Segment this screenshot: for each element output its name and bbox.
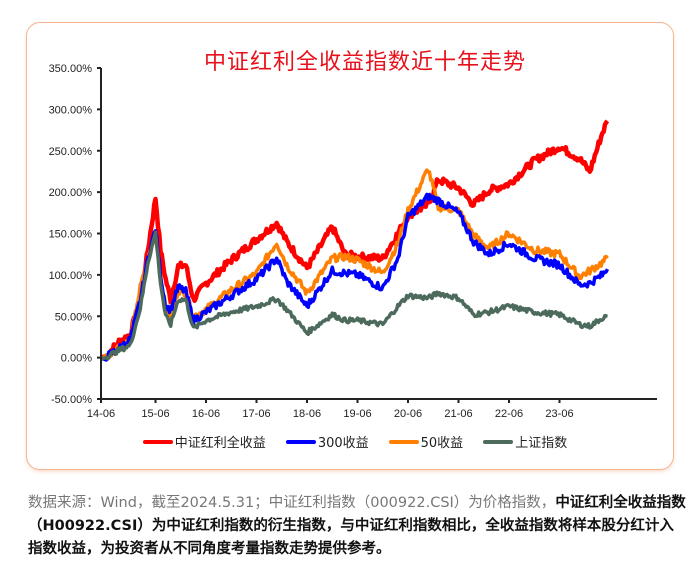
chart-title: 中证红利全收益指数近十年走势: [203, 50, 526, 75]
footnote-bold-lead: 中证: [555, 495, 585, 511]
y-tick-label: -50.00%: [51, 394, 92, 406]
x-tick-label: 15-06: [141, 408, 169, 420]
footnote: 数据来源：Wind，截至2024.5.31；中证红利指数（000922.CSI）…: [28, 492, 688, 561]
chart-card: [26, 22, 674, 470]
series-line: [100, 192, 610, 362]
legend-swatch-orange: [388, 439, 419, 444]
y-tick-label: 300.00%: [49, 104, 93, 116]
legend-label: 上证指数: [515, 436, 568, 451]
chart-series: [99, 119, 610, 362]
y-tick-label: 0.00%: [61, 353, 92, 365]
series-line: [100, 230, 608, 362]
legend-item-csi-dividend-total-return: 中证红利全收益: [142, 432, 266, 451]
chart-legend: 中证红利全收益 300收益 50收益 上证指数: [0, 432, 700, 451]
y-tick-label: 200.00%: [49, 187, 93, 199]
x-tick-label: 18-06: [293, 408, 321, 420]
y-tick-label: 150.00%: [49, 229, 93, 241]
y-tick-label: 100.00%: [49, 270, 93, 282]
legend-swatch-red: [142, 439, 173, 444]
x-tick-label: 21-06: [444, 408, 472, 420]
legend-label: 中证红利全收益: [174, 436, 266, 451]
x-tick-label: 23-06: [545, 408, 573, 420]
legend-item-300-return: 300收益: [285, 432, 369, 451]
legend-swatch-blue: [285, 439, 316, 444]
footnote-source: 数据来源：Wind，截至2024.5.31；中证红利指数（000922.CSI）…: [28, 495, 556, 511]
y-tick-label: 250.00%: [49, 146, 93, 158]
legend-label: 50收益: [420, 436, 464, 451]
x-tick-label: 20-06: [394, 408, 422, 420]
legend-item-50-return: 50收益: [388, 432, 464, 451]
legend-label: 300收益: [317, 436, 369, 451]
footnote-body: 红利全收益指数（H00922.CSI）为中证红利指数的衍生指数，与中证红利指数相…: [28, 495, 686, 557]
x-tick-label: 22-06: [495, 408, 523, 420]
x-tick-label: 17-06: [242, 408, 270, 420]
y-tick-label: 50.00%: [55, 311, 93, 323]
legend-item-shanghai-composite: 上证指数: [483, 432, 567, 451]
x-tick-label: 16-06: [192, 408, 220, 420]
y-tick-label: 350.00%: [49, 63, 93, 75]
x-axis-ticks: 14-06 15-06 16-06 17-06 18-06 19-06 20-06 21-06…: [87, 399, 574, 420]
x-tick-label: 19-06: [343, 408, 371, 420]
y-axis-ticks: 350.00% 300.00% 250.00% 200.00% 150.00% 100.0…: [49, 63, 101, 406]
legend-swatch-gray-green: [483, 439, 514, 444]
x-tick-label: 14-06: [87, 408, 115, 420]
